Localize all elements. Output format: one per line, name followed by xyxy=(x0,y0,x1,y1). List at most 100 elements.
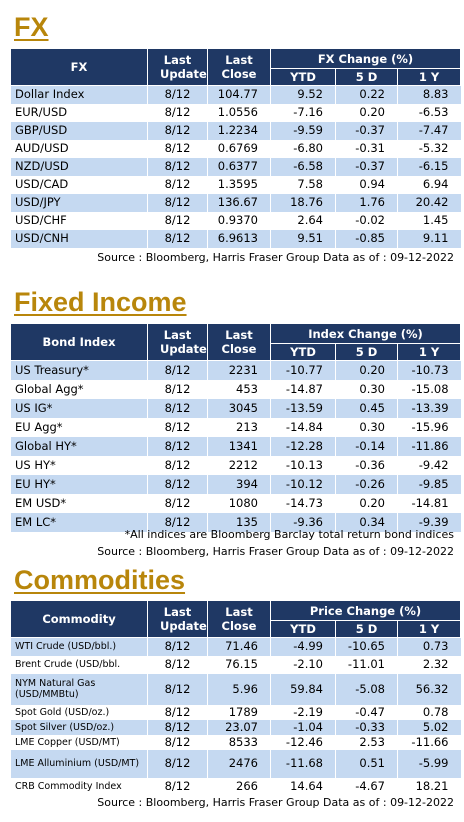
table-cell: 8/12 xyxy=(147,211,208,230)
table-cell: 2.32 xyxy=(397,655,461,674)
table-cell: AUD/USD xyxy=(10,139,148,158)
table-cell: 8.83 xyxy=(397,85,461,104)
table-row: Global Agg* 8/12 453 -14.87 0.30 -15.08 xyxy=(10,379,461,399)
header-cell: Price Change (%) xyxy=(270,600,461,621)
table-cell: EU HY* xyxy=(10,474,148,494)
table-row: Global HY* 8/12 1341 -12.28 -0.14 -11.86 xyxy=(10,436,461,456)
table-cell: -12.46 xyxy=(270,734,336,750)
table-cell: 104.77 xyxy=(207,85,271,104)
table-cell: 23.07 xyxy=(207,719,271,735)
table-cell: EM USD* xyxy=(10,493,148,513)
table-cell: -10.13 xyxy=(270,455,336,475)
table-cell: 0.34 xyxy=(335,512,398,532)
table-cell: -10.65 xyxy=(335,637,398,656)
table-cell: 0.9370 xyxy=(207,211,271,230)
table-cell: -9.85 xyxy=(396,474,461,494)
table-cell: 0.73 xyxy=(397,637,461,656)
table-cell: -14.81 xyxy=(396,493,461,513)
table-cell: 8/12 xyxy=(147,436,208,456)
header-row: Bond Index Last Update Last Close Index Cha… xyxy=(10,323,462,361)
table-row: USD/CNH 8/12 6.9613 9.51 -0.85 9.11 xyxy=(10,229,461,248)
table-cell: 1.2234 xyxy=(207,121,271,140)
table-cell: 0.94 xyxy=(335,175,398,194)
table-cell: -5.32 xyxy=(397,139,461,158)
table-row: Brent Crude (USD/bbl. 8/12 76.15 -2.10 -11.0… xyxy=(10,655,461,674)
table-cell: 76.15 xyxy=(207,655,271,674)
table-cell: US IG* xyxy=(10,398,148,418)
table-cell: -11.86 xyxy=(396,436,461,456)
table-cell: 9.51 xyxy=(270,229,336,248)
table-header: FX Last Update Last Close FX Change (%) YTD 5… xyxy=(10,48,461,86)
table-cell: 2212 xyxy=(207,455,271,475)
table-cell: -11.66 xyxy=(397,734,461,750)
table-cell: 20.42 xyxy=(397,193,461,212)
table-cell: 6.94 xyxy=(397,175,461,194)
table-cell: EUR/USD xyxy=(10,103,148,122)
table-cell: US HY* xyxy=(10,455,148,475)
table-cell: 18.76 xyxy=(270,193,336,212)
table-cell: 2231 xyxy=(207,360,271,380)
header-cell: YTD xyxy=(270,343,336,361)
table-cell: 8/12 xyxy=(147,655,208,674)
table-cell: -2.10 xyxy=(270,655,336,674)
table-cell: WTI Crude (USD/bbl.) xyxy=(10,637,148,656)
section-title: Commodities xyxy=(14,565,186,595)
source-note: *All indices are Bloomberg Barclay total… xyxy=(124,528,454,541)
table-cell: 2.53 xyxy=(335,734,398,750)
header-cell: FX xyxy=(10,48,148,86)
table-cell: -6.15 xyxy=(397,157,461,176)
table-cell: -6.80 xyxy=(270,139,336,158)
header-cell: Bond Index xyxy=(10,323,148,361)
table-cell: 59.84 xyxy=(270,673,336,705)
table-cell: -7.16 xyxy=(270,103,336,122)
table-cell: -11.68 xyxy=(270,749,336,778)
table-cell: 8/12 xyxy=(147,704,208,720)
header-cell: YTD xyxy=(270,620,336,638)
table-cell: 8/12 xyxy=(147,512,208,532)
table-cell: 8/12 xyxy=(147,360,208,380)
table-cell: -0.31 xyxy=(335,139,398,158)
table-cell: 8/12 xyxy=(147,379,208,399)
header-cell: Last Update xyxy=(147,600,208,638)
table-cell: 8/12 xyxy=(147,121,208,140)
table-cell: USD/JPY xyxy=(10,193,148,212)
table-cell: 8/12 xyxy=(147,637,208,656)
table-body: WTI Crude (USD/bbl.) 8/12 71.46 -4.99 -10.65… xyxy=(10,637,461,796)
header-cell: Last Close xyxy=(207,323,271,361)
table-cell: 1341 xyxy=(207,436,271,456)
header-cell: 5 D xyxy=(335,343,398,361)
table-cell: -0.85 xyxy=(335,229,398,248)
table-row: USD/JPY 8/12 136.67 18.76 1.76 20.42 xyxy=(10,193,461,212)
table-cell: -10.73 xyxy=(396,360,461,380)
table-row: US Treasury* 8/12 2231 -10.77 0.20 -10.73 xyxy=(10,360,461,380)
table-cell: Brent Crude (USD/bbl. xyxy=(10,655,148,674)
table-cell: 18.21 xyxy=(397,777,461,796)
table-cell: 8/12 xyxy=(147,229,208,248)
header-cell: 5 D xyxy=(335,620,398,638)
table-cell: 8/12 xyxy=(147,398,208,418)
table-row: EU HY* 8/12 394 -10.12 -0.26 -9.85 xyxy=(10,474,461,494)
header-cell: 1 Y xyxy=(397,68,461,86)
table-cell: -13.39 xyxy=(396,398,461,418)
table-cell: -6.58 xyxy=(270,157,336,176)
table-cell: GBP/USD xyxy=(10,121,148,140)
table-cell: 9.11 xyxy=(397,229,461,248)
table-cell: 8/12 xyxy=(147,85,208,104)
table-cell: 266 xyxy=(207,777,271,796)
table-row: US HY* 8/12 2212 -10.13 -0.36 -9.42 xyxy=(10,455,461,475)
table-cell: 0.6377 xyxy=(207,157,271,176)
table-cell: 5.96 xyxy=(207,673,271,705)
header-cell: 5 D xyxy=(335,68,398,86)
table-cell: -10.12 xyxy=(270,474,336,494)
source-note: Source : Bloomberg, Harris Fraser Group … xyxy=(97,545,454,558)
table-cell: 8/12 xyxy=(147,157,208,176)
table-cell: -9.36 xyxy=(270,512,336,532)
table-cell: NYM Natural Gas (USD/MMBtu) xyxy=(10,673,148,705)
table-row: USD/CHF 8/12 0.9370 2.64 -0.02 1.45 xyxy=(10,211,461,230)
table-cell: -15.08 xyxy=(396,379,461,399)
table-cell: LME Alluminium (USD/MT) xyxy=(10,749,148,778)
table-cell: 0.30 xyxy=(335,417,398,437)
table-cell: Dollar Index xyxy=(10,85,148,104)
